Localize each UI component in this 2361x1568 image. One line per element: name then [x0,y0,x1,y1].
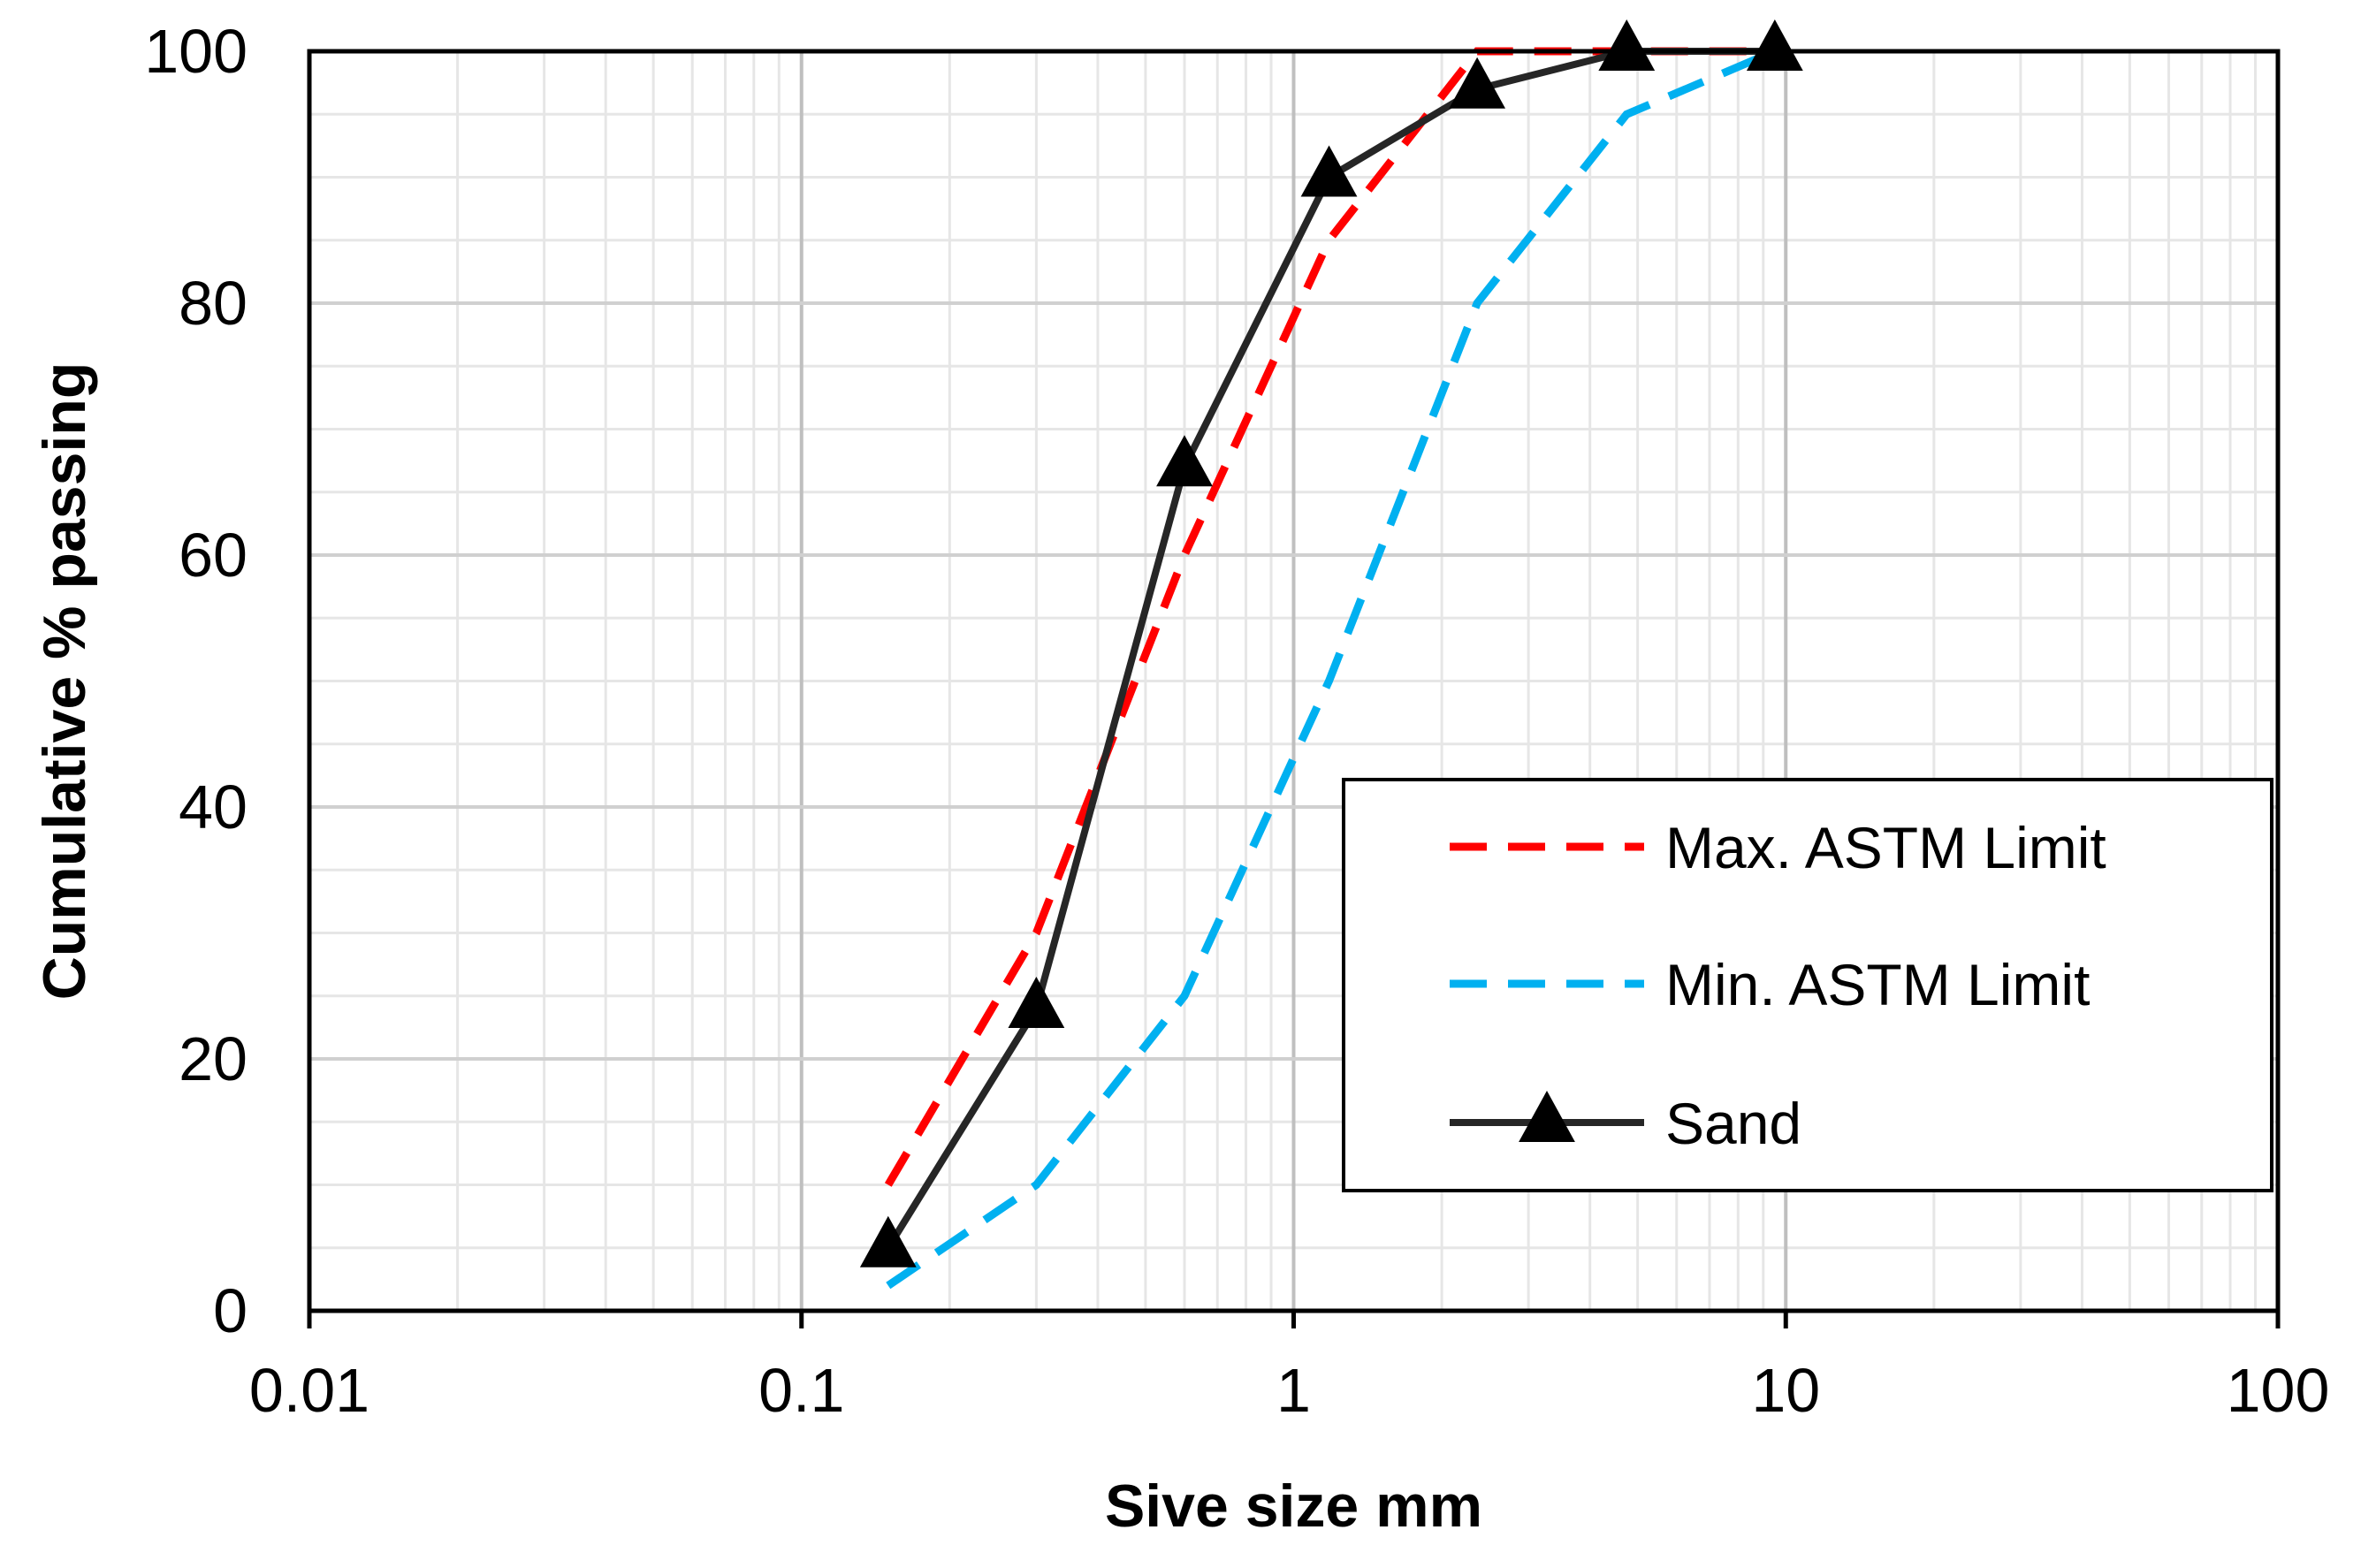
legend-label: Max. ASTM Limit [1665,815,2106,880]
y-axis-title: Cumulative % passing [31,362,98,1001]
x-tick-labels: 0.01 0.1 1 10 100 [249,1356,2330,1425]
legend-marker-sample [1519,1091,1575,1143]
x-axis-title: Sive size mm [1105,1473,1482,1540]
legend-item: Min. ASTM Limit [1450,952,2090,1017]
data-point-marker [1300,145,1358,197]
data-point-marker [1746,19,1803,72]
x-tick-label: 0.01 [249,1356,369,1425]
y-tick-labels: 0 20 40 60 80 100 [144,17,248,1345]
y-tick-label: 40 [179,773,248,841]
x-tick-label: 0.1 [758,1356,844,1425]
data-point-marker [1156,435,1213,487]
y-tick-label: 0 [213,1276,248,1345]
legend: Max. ASTM Limit Min. ASTM Limit Sand [1342,778,2273,1192]
y-tick-label: 80 [179,269,248,338]
legend-label: Min. ASTM Limit [1665,952,2090,1017]
data-point-marker [859,1215,917,1267]
x-tick-label: 10 [1751,1356,1820,1425]
y-tick-label: 20 [179,1024,248,1093]
legend-item: Max. ASTM Limit [1450,815,2106,880]
data-point-marker [1449,57,1506,109]
series-line [886,47,1777,1290]
tick-marks [307,1311,2281,1328]
series-min-astm-limit [886,47,1777,1290]
y-tick-label: 100 [144,17,248,86]
data-point-marker [1008,977,1065,1029]
legend-item: Sand [1450,1091,1801,1156]
y-tick-label: 60 [179,521,248,590]
legend-label: Sand [1665,1091,1801,1156]
data-point-marker [1598,19,1656,72]
x-tick-label: 100 [2227,1356,2330,1425]
x-tick-label: 1 [1276,1356,1311,1425]
